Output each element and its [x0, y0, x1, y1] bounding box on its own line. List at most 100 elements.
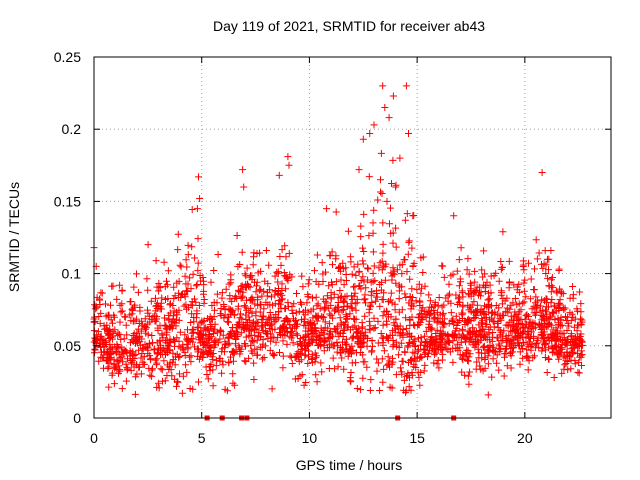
- data-point: [116, 281, 124, 289]
- data-point: [465, 289, 472, 297]
- data-point: [276, 253, 284, 260]
- data-point: [240, 302, 248, 310]
- data-point: [249, 261, 257, 269]
- data-point: [327, 312, 335, 320]
- data-point: [545, 266, 552, 274]
- data-point: [538, 311, 546, 319]
- data-point: [192, 298, 200, 306]
- data-point: [415, 314, 423, 322]
- data-point: [105, 311, 113, 319]
- data-point: [343, 313, 351, 320]
- data-point: [486, 316, 493, 324]
- data-point: [364, 264, 371, 272]
- data-point: [374, 359, 382, 367]
- data-point: [321, 298, 329, 306]
- data-point: [369, 269, 377, 277]
- data-point: [508, 316, 516, 324]
- data-point: [364, 276, 372, 284]
- data-point: [510, 344, 517, 352]
- data-point: [140, 323, 148, 331]
- data-point: [457, 244, 465, 252]
- data-point: [472, 365, 480, 373]
- data-point: [334, 293, 342, 301]
- y-axis-label: SRMTID / TECUs: [6, 182, 22, 292]
- data-point: [157, 341, 164, 349]
- data-point: [357, 222, 365, 230]
- data-point: [308, 326, 316, 334]
- data-point: [488, 333, 496, 341]
- data-point: [381, 104, 389, 111]
- data-point: [354, 328, 362, 336]
- data-point: [338, 354, 346, 362]
- data-point: [237, 282, 245, 290]
- data-point: [502, 307, 510, 315]
- data-point: [118, 385, 126, 393]
- data-point: [160, 357, 168, 365]
- data-point: [409, 212, 417, 220]
- data-point: [261, 342, 269, 350]
- data-point: [139, 321, 147, 329]
- data-point: [181, 331, 189, 339]
- data-point: [266, 301, 274, 309]
- data-point: [361, 295, 369, 303]
- data-point: [275, 287, 283, 295]
- data-point: [524, 330, 532, 338]
- data-point: [527, 328, 535, 336]
- data-point: [402, 294, 410, 301]
- data-point: [155, 279, 163, 287]
- data-point: [191, 295, 198, 303]
- data-point: [260, 312, 268, 320]
- data-point: [328, 248, 336, 256]
- data-point: [419, 304, 427, 312]
- data-point: [567, 365, 575, 373]
- data-point: [181, 272, 189, 280]
- data-point: [529, 324, 537, 332]
- data-point: [343, 292, 351, 300]
- data-point: [187, 358, 195, 366]
- data-point: [265, 325, 273, 332]
- data-point: [480, 247, 488, 255]
- data-point: [359, 257, 367, 265]
- data-point: [416, 381, 424, 389]
- data-point: [547, 276, 555, 284]
- data-point: [455, 330, 463, 338]
- data-point: [109, 330, 117, 338]
- data-point: [254, 293, 262, 301]
- data-point: [188, 206, 196, 213]
- data-point: [311, 267, 318, 275]
- data-point: [471, 288, 479, 296]
- data-point: [282, 273, 290, 281]
- data-point: [539, 332, 547, 340]
- data-point: [401, 290, 409, 298]
- data-point: [415, 346, 422, 354]
- data-point: [339, 329, 347, 337]
- data-point: [439, 309, 447, 317]
- data-point: [417, 333, 425, 341]
- data-point: [383, 333, 390, 341]
- data-point: [555, 355, 563, 363]
- data-point: [355, 324, 363, 332]
- data-point: [485, 308, 493, 316]
- data-point: [272, 338, 280, 346]
- data-point: [564, 319, 572, 327]
- data-point: [171, 338, 179, 345]
- data-point: [488, 309, 496, 317]
- data-point: [286, 333, 294, 341]
- data-point: [340, 321, 348, 329]
- data-point: [402, 387, 410, 395]
- data-point: [577, 315, 584, 323]
- data-point: [363, 363, 371, 371]
- data-point: [193, 205, 201, 213]
- data-point: [221, 306, 229, 314]
- data-point: [513, 301, 521, 309]
- data-point: [178, 389, 186, 397]
- data-point: [318, 259, 326, 267]
- data-point: [134, 288, 142, 296]
- data-point: [183, 263, 191, 271]
- data-point: [393, 266, 401, 274]
- data-point: [187, 301, 195, 309]
- data-point: [374, 196, 382, 204]
- data-point: [130, 283, 138, 291]
- data-point: [110, 361, 118, 369]
- data-point: [121, 313, 129, 321]
